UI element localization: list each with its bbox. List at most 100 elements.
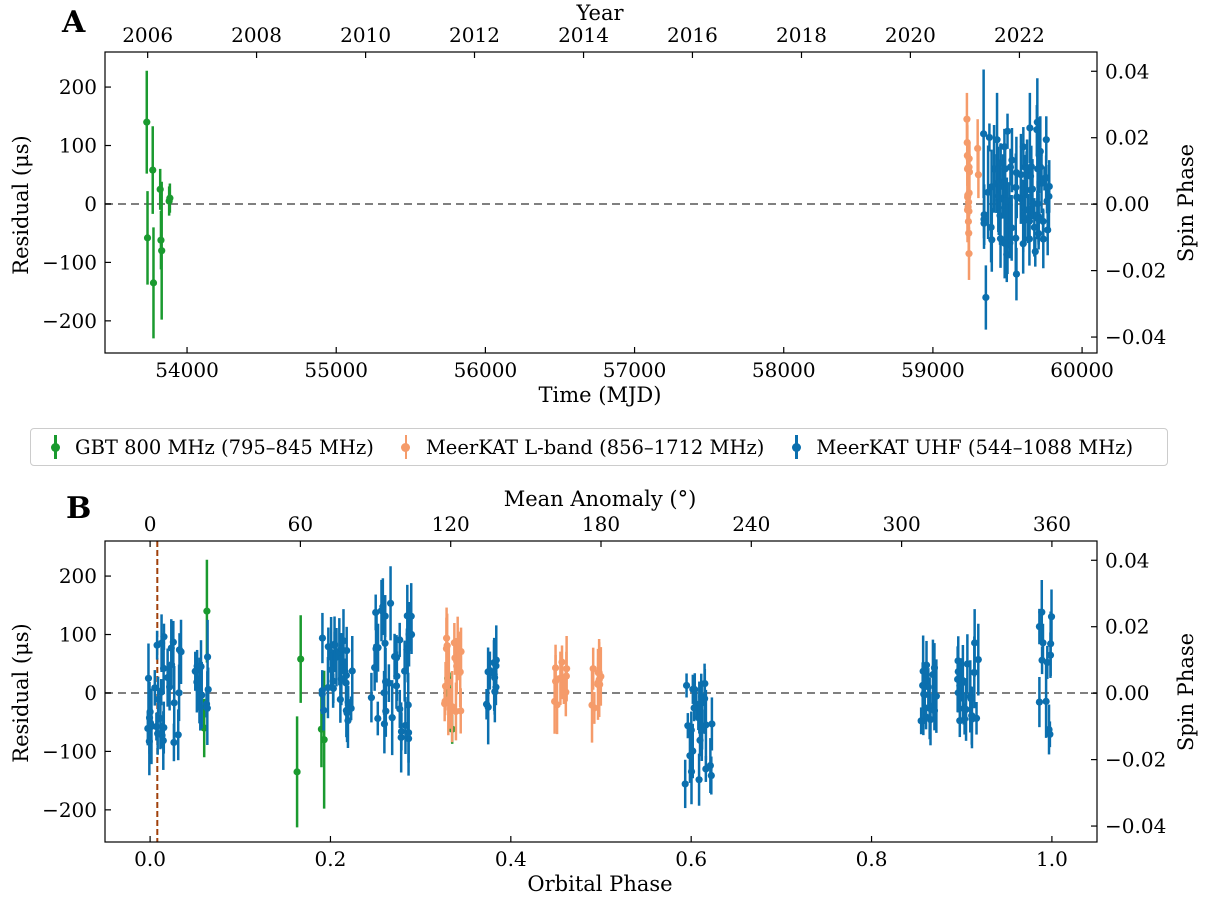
panel-b-series-2-point (702, 765, 710, 773)
panel-b-series-1-point (594, 680, 602, 689)
panel-b-series-2-point (701, 679, 709, 688)
panel-a-series-0-point (143, 118, 151, 126)
panel-b-series-2-point (970, 668, 978, 677)
panel-a-series-2-point (1003, 197, 1011, 205)
legend-item-meerkat-lband: MeerKAT L-band (856–1712 MHz) (396, 434, 765, 460)
panel-a-y2-tick-label: 0.00 (1105, 192, 1150, 216)
panel-b-y-tick-label: 0 (84, 681, 97, 705)
panel-a-series-2-point (1031, 247, 1039, 256)
panel-b-series-2-point (160, 633, 168, 641)
panel-b-series-1-point (441, 682, 450, 690)
panel-b-series-2-point (390, 652, 399, 661)
panel-b-series-2-point (318, 690, 326, 698)
panel-b-series-2-point (203, 653, 212, 661)
panel-b-series-2-point (681, 780, 689, 788)
panel-a-series-0-point (158, 247, 166, 255)
panel-b-series-2-point (697, 699, 705, 707)
legend-label-meerkat-lband: MeerKAT L-band (856–1712 MHz) (425, 435, 765, 459)
panel-a-series-0-point (149, 279, 158, 287)
panel-b-series-2-point (920, 690, 928, 698)
panel-b-series-2-point (154, 730, 162, 738)
panel-a-series-2-point (980, 219, 988, 227)
panel-b-x2-tick-label: 240 (732, 512, 770, 536)
panel-b-y2-tick-label: 0.04 (1105, 548, 1150, 572)
legend-marker-meerkat-uhf (786, 434, 806, 460)
panel-a-series-2-point (1001, 165, 1009, 173)
panel-b-series-2-point (917, 717, 925, 725)
panel-b-series-2-point (924, 683, 932, 691)
panel-b-series-2-point (967, 695, 975, 703)
panel-a-x-axis-title: Time (MJD) (539, 383, 662, 407)
panel-a-x2-tick-label: 2018 (776, 23, 827, 47)
panel-b-x-axis-title: Orbital Phase (527, 872, 672, 896)
panel-b-series-2-point (956, 681, 964, 690)
panel-b-y2-tick-label: −0.04 (1105, 814, 1166, 838)
panel-b-x-tick-label: 0.6 (675, 847, 707, 871)
panel-b-y-tick-label: −200 (42, 798, 97, 822)
panel-a-series-2-point (980, 130, 988, 138)
legend-item-meerkat-uhf: MeerKAT UHF (544–1088 MHz) (786, 434, 1133, 460)
panel-a-y-tick-label: 100 (59, 134, 97, 158)
legend-marker-meerkat-lband (396, 434, 416, 460)
panel-b-series-2-point (960, 704, 968, 713)
panel-a-series-2-point (993, 136, 1001, 144)
panel-a-x2-tick-label: 2008 (231, 23, 282, 47)
legend-item-gbt: GBT 800 MHz (795–845 MHz) (45, 434, 374, 460)
panel-b-series-1-point (562, 672, 570, 680)
panel-b-series-2-point (397, 727, 406, 736)
panel-b-series-2-point (689, 747, 697, 755)
panel-b-series-2-point (1038, 608, 1046, 616)
panel-b-x2-tick-label: 360 (1033, 512, 1071, 536)
panel-b-series-2-point (690, 704, 698, 712)
legend-marker-gbt (45, 434, 65, 460)
panel-a-series-2-point (1012, 234, 1020, 242)
panel-a-y2-axis-title: Spin Phase (1174, 144, 1198, 262)
panel-a-series-2-point (988, 236, 996, 244)
panel-b-series-2-point (153, 641, 161, 649)
panel-b-x2-tick-label: 0 (144, 512, 157, 536)
panel-b-series-2-point (330, 640, 339, 648)
panel-b-series-2-point (695, 776, 703, 784)
panel-a-y2-tick-label: 0.04 (1105, 59, 1150, 83)
panel-b-series-2-point (691, 686, 699, 694)
panel-a-top-axis-title: Year (575, 1, 624, 25)
panel-a-series-2-point (1042, 174, 1050, 182)
panel-b-series-1-point (589, 665, 597, 673)
panel-b-series-1-point (553, 701, 561, 709)
panel-a-series-2-point (1042, 136, 1050, 144)
panel-b: B Mean Anomaly (°) Orbital Phase Residua… (9, 487, 1198, 896)
panel-b-x2-tick-label: 120 (432, 512, 470, 536)
panel-a-series-2-point (1013, 193, 1021, 201)
panel-b-series-2-point (1047, 640, 1055, 648)
panel-a-series-2-point (1019, 143, 1027, 151)
panel-a-x2-tick-label: 2020 (885, 23, 936, 47)
panel-a-series-2-point (1012, 169, 1020, 177)
panel-b-series-2-point (381, 678, 390, 686)
panel-b-series-2-point (956, 717, 964, 725)
panel-b-series-2-point (196, 703, 204, 712)
panel-a-x2-tick-label: 2006 (122, 23, 173, 47)
panel-a-x-tick-label: 55000 (304, 358, 368, 382)
panel-a-y-tick-label: 200 (59, 75, 97, 99)
panel-a-series-2-point (982, 293, 990, 302)
panel-a-series-2-point (1001, 239, 1009, 247)
panel-b-series-2-point (396, 705, 404, 713)
panel-b-series-2-point (191, 667, 199, 675)
panel-a-series-0-point (149, 166, 157, 174)
panel-a-series-2-point (987, 183, 996, 191)
panel-b-series-2-point (165, 683, 174, 691)
panel-a-x2-tick-label: 2014 (558, 23, 609, 47)
panel-b-label: B (66, 491, 91, 526)
panel-a-series-2-point (1025, 217, 1034, 225)
panel-b-series-2-point (405, 630, 413, 638)
panel-a-x-tick-label: 57000 (603, 358, 667, 382)
panel-b-y2-axis-title: Spin Phase (1174, 633, 1198, 751)
panel-b-series-2-point (203, 704, 211, 712)
panel-b-y-axis-title: Residual (μs) (9, 623, 33, 762)
panel-b-series-2-point (372, 608, 380, 617)
panel-a: A Year Time (MJD) Residual (μs) Spin Pha… (9, 1, 1198, 407)
panel-b-series-2-point (348, 667, 356, 675)
panel-b-series-2-point (492, 656, 500, 664)
panel-b-series-1-point (588, 701, 596, 709)
panel-b-series-2-point (175, 689, 183, 697)
